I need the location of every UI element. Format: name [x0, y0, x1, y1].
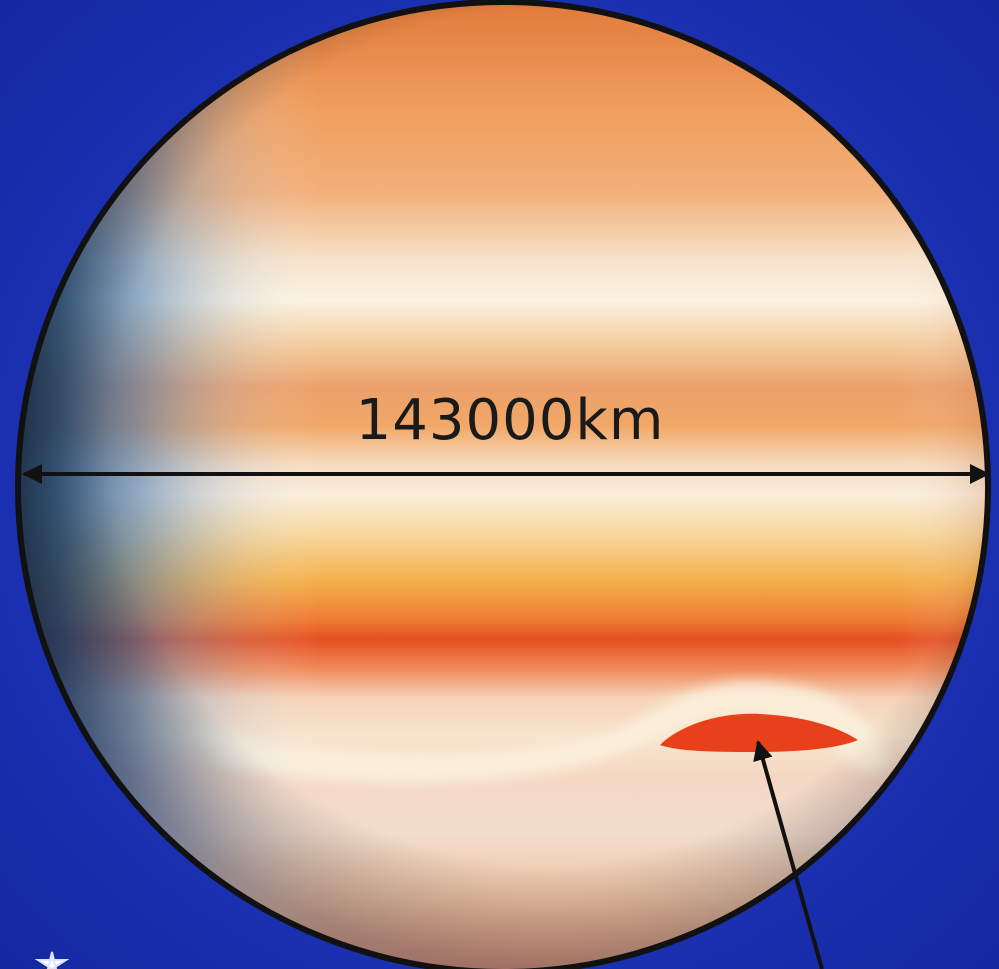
star-icon — [34, 951, 70, 969]
pointer-arrow-icon — [753, 740, 824, 969]
diameter-label: 143000km — [355, 388, 665, 453]
planet-outline — [15, 0, 991, 969]
